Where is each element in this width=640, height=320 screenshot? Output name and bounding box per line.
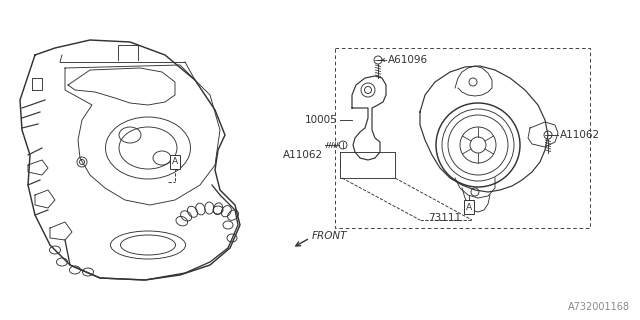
Text: FRONT: FRONT	[312, 231, 348, 241]
Polygon shape	[455, 66, 492, 96]
Text: A61096: A61096	[388, 55, 428, 65]
Text: 10005: 10005	[305, 115, 338, 125]
Bar	[335, 48, 590, 228]
Text: A732001168: A732001168	[568, 302, 630, 312]
Text: A11062: A11062	[560, 130, 600, 140]
Polygon shape	[420, 66, 548, 192]
Text: 73111: 73111	[428, 213, 461, 223]
Polygon shape	[352, 76, 386, 160]
Text: A: A	[466, 203, 472, 212]
Polygon shape	[455, 178, 495, 198]
Text: A: A	[172, 157, 178, 166]
Text: A11062: A11062	[283, 150, 323, 160]
Polygon shape	[528, 122, 558, 147]
